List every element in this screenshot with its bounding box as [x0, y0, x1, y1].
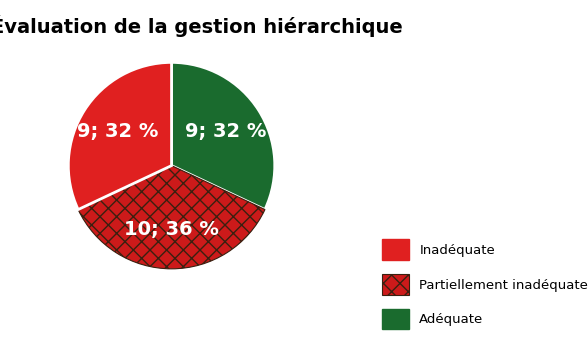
- Wedge shape: [78, 166, 265, 269]
- Text: 9; 32 %: 9; 32 %: [77, 122, 158, 141]
- Text: 9; 32 %: 9; 32 %: [185, 122, 266, 141]
- Title: Évaluation de la gestion hiérarchique: Évaluation de la gestion hiérarchique: [0, 15, 403, 37]
- Text: 10; 36 %: 10; 36 %: [124, 220, 219, 239]
- Wedge shape: [68, 62, 172, 210]
- Wedge shape: [172, 62, 275, 210]
- Legend: Inadéquate, Partiellement inadéquate, Adéquate: Inadéquate, Partiellement inadéquate, Ad…: [376, 233, 588, 336]
